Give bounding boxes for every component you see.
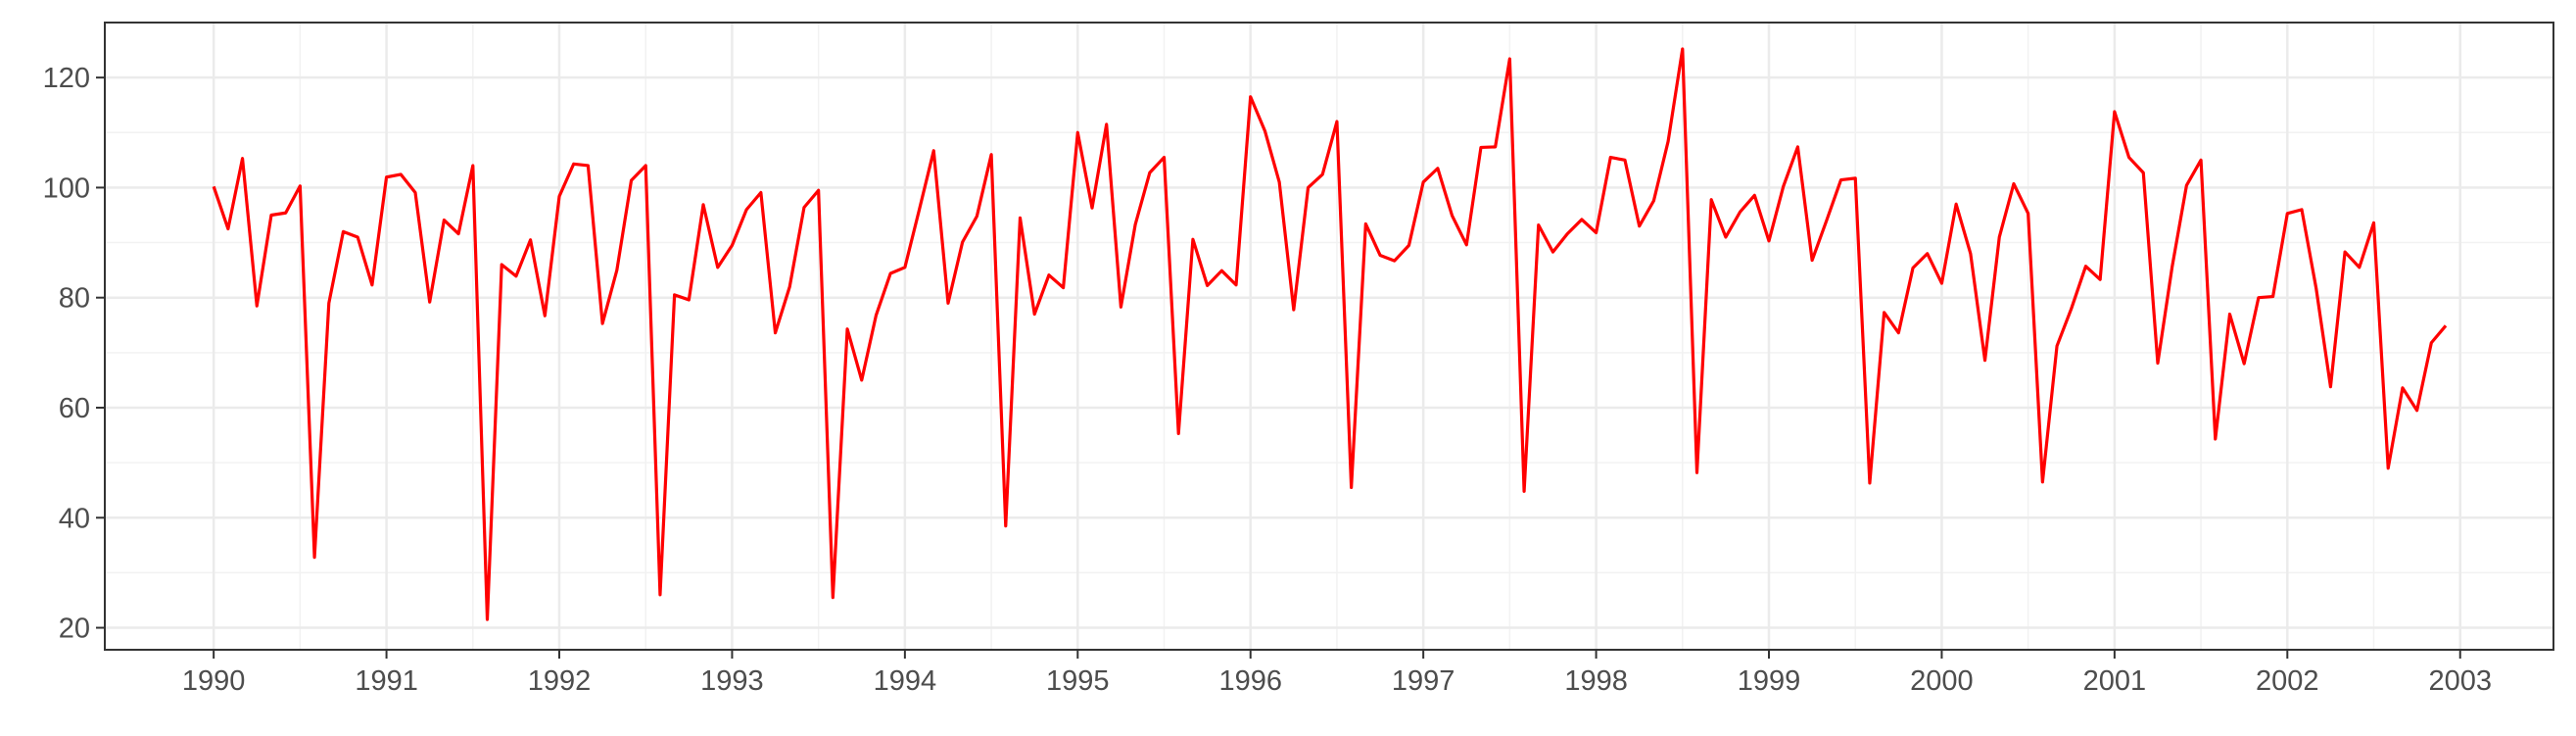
x-tick-label: 1992 <box>528 665 592 697</box>
x-tick-label: 2000 <box>1910 665 1974 697</box>
x-tick-label: 1991 <box>355 665 418 697</box>
x-tick-label: 1998 <box>1564 665 1628 697</box>
grid <box>105 23 2553 650</box>
y-tick-label: 60 <box>59 393 90 424</box>
x-tick-label: 1990 <box>182 665 246 697</box>
x-tick-label: 2003 <box>2428 665 2492 697</box>
y-tick-label: 80 <box>59 283 90 315</box>
x-tick-label: 2002 <box>2256 665 2319 697</box>
y-tick-label: 100 <box>43 172 90 204</box>
x-tick-label: 1997 <box>1392 665 1455 697</box>
x-tick-label: 1993 <box>700 665 764 697</box>
x-tick-label: 2001 <box>2083 665 2147 697</box>
x-tick-label: 1995 <box>1046 665 1110 697</box>
y-tick-label: 40 <box>59 503 90 534</box>
y-tick-label: 20 <box>59 613 90 645</box>
x-tick-label: 1999 <box>1738 665 1801 697</box>
x-tick-label: 1996 <box>1218 665 1282 697</box>
x-tick-label: 1994 <box>874 665 937 697</box>
y-tick-label: 120 <box>43 63 90 94</box>
plot-panel <box>105 23 2553 650</box>
